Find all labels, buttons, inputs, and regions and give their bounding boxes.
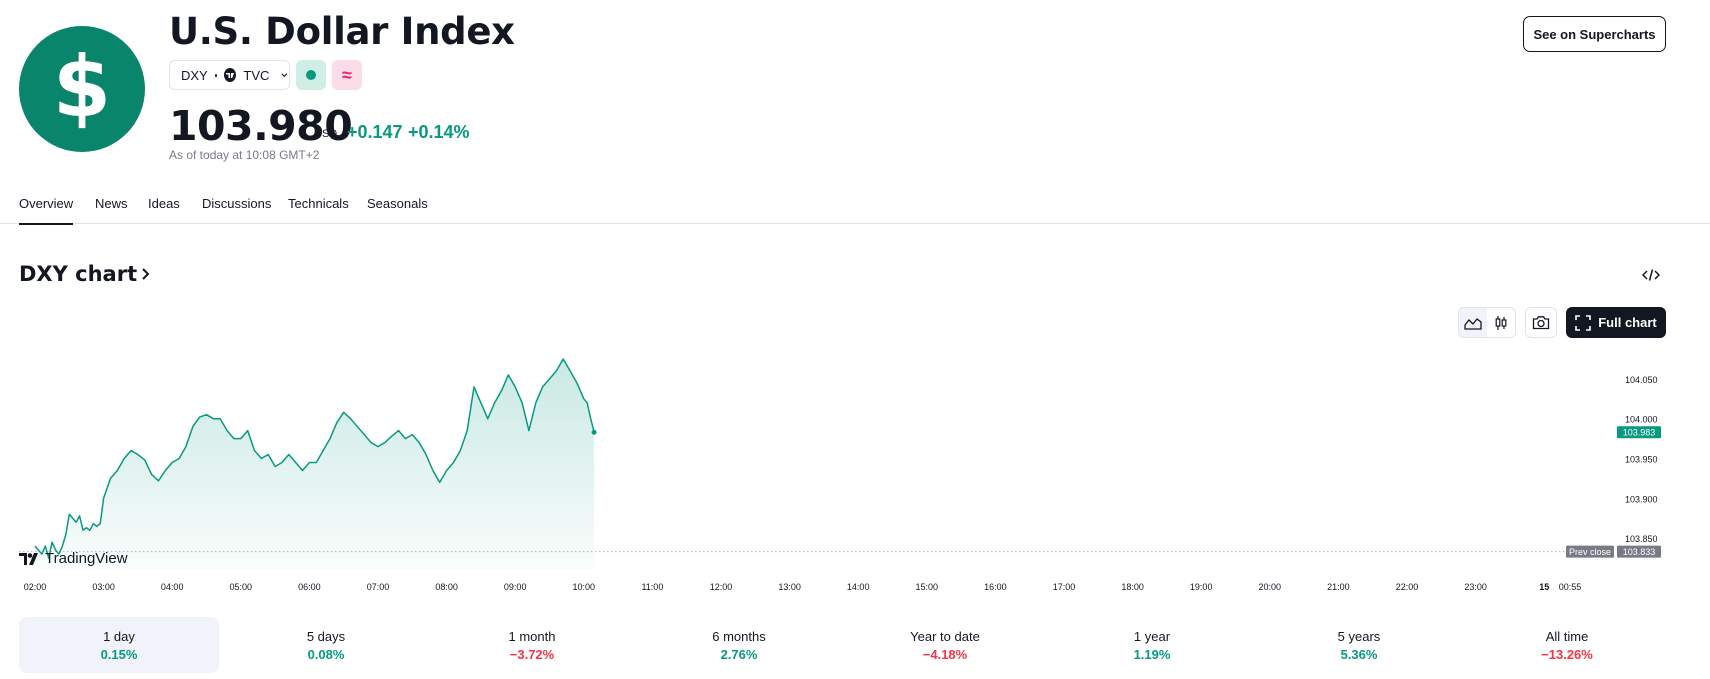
area-chart-icon — [1464, 317, 1482, 330]
tab-bar: Overview News Ideas Discussions Technica… — [0, 196, 1710, 225]
period-selector: 1 day 0.15% 5 days 0.08% 1 month −3.72% … — [19, 617, 1667, 673]
tab-overview[interactable]: Overview — [19, 196, 74, 225]
x-tick-label: 05:00 — [230, 582, 253, 592]
y-tick-label: 103.900 — [1625, 494, 1658, 504]
separator-dot — [214, 73, 218, 77]
x-tick-label: 12:00 — [710, 582, 733, 592]
x-tick-label: 07:00 — [367, 582, 390, 592]
area-style-button[interactable] — [1459, 308, 1487, 337]
see-on-supercharts-button[interactable]: See on Supercharts — [1523, 16, 1666, 52]
full-chart-label: Full chart — [1598, 315, 1657, 330]
x-tick-label: 18:00 — [1121, 582, 1144, 592]
y-tick-label: 104.000 — [1625, 415, 1658, 425]
x-tick-label: 13:00 — [778, 582, 801, 592]
period-6-months[interactable]: 6 months 2.76% — [712, 629, 766, 662]
market-status-badge[interactable] — [296, 60, 326, 90]
period-1-month[interactable]: 1 month −3.72% — [508, 629, 556, 662]
period-1-year[interactable]: 1 year 1.19% — [1133, 629, 1171, 662]
tab-discussions[interactable]: Discussions — [202, 196, 272, 211]
x-tick-label: 06:00 — [298, 582, 321, 592]
watermark-text: TradingView — [45, 550, 128, 567]
price-area-fill — [35, 359, 595, 570]
x-tick-label: 03:00 — [92, 582, 115, 592]
y-tick-label: 103.850 — [1625, 534, 1658, 544]
tab-news[interactable]: News — [95, 196, 128, 211]
as-of-timestamp: As of today at 10:08 GMT+2 — [169, 148, 320, 162]
tradingview-logo-icon — [19, 552, 38, 565]
tab-ideas[interactable]: Ideas — [148, 196, 180, 211]
x-tick-label: 19:00 — [1190, 582, 1213, 592]
tvc-logo-icon — [224, 68, 237, 82]
wave-badge[interactable]: ≈ — [332, 60, 362, 90]
tab-technicals[interactable]: Technicals — [288, 196, 349, 211]
fullscreen-icon — [1575, 314, 1592, 331]
dollar-logo: $ — [19, 26, 145, 152]
prev-close-label: Prev close — [1569, 547, 1611, 557]
period-all-time[interactable]: All time −13.26% — [1541, 629, 1593, 662]
snapshot-button[interactable] — [1525, 307, 1557, 338]
chart-title-text: DXY chart — [19, 262, 138, 286]
currency-label: USD — [314, 128, 338, 140]
x-tick-label: 09:00 — [504, 582, 527, 592]
prev-close-value: 103.833 — [1623, 547, 1656, 557]
price-change-percent: +0.14% — [408, 122, 470, 142]
svg-text:$: $ — [53, 38, 111, 136]
exchange-label: TVC — [243, 67, 270, 83]
period-5-days[interactable]: 5 days 0.08% — [306, 629, 346, 662]
x-tick-label: 20:00 — [1259, 582, 1282, 592]
x-tick-label: 16:00 — [984, 582, 1007, 592]
chart-title-link[interactable]: DXY chart — [19, 262, 152, 286]
x-tick-label: 14:00 — [847, 582, 870, 592]
y-tick-label: 104.050 — [1625, 375, 1658, 385]
prev-close-tag — [1566, 545, 1614, 558]
price-chart[interactable]: 104.050 104.000 103.950 103.900 103.850 103.9… — [0, 340, 1710, 600]
price-series-line — [34, 358, 595, 559]
symbol-label: DXY — [181, 67, 208, 83]
x-tick-label: 02:00 — [24, 582, 47, 592]
price-change-absolute: +0.147 — [347, 122, 403, 142]
market-open-dot-icon — [306, 70, 316, 80]
price-value: 103.980 — [169, 102, 353, 150]
page-title: U.S. Dollar Index — [169, 10, 515, 53]
x-tick-label: 08:00 — [435, 582, 458, 592]
prev-close-value-tag — [1617, 545, 1661, 558]
period-1-day[interactable]: 1 day 0.15% — [19, 617, 219, 673]
x-tick-label: 17:00 — [1053, 582, 1076, 592]
tradingview-watermark: TradingView — [19, 550, 128, 567]
x-tick-label: 15 — [1539, 582, 1549, 592]
x-tick-label: 11:00 — [641, 582, 663, 592]
x-tick-label: 15:00 — [916, 582, 939, 592]
current-price-label: 103.983 — [1623, 428, 1656, 438]
x-tick-label: 23:00 — [1464, 582, 1487, 592]
embed-code-icon[interactable] — [1640, 264, 1662, 286]
chart-style-toggle — [1458, 307, 1516, 338]
tab-seasonals[interactable]: Seasonals — [367, 196, 428, 211]
x-tick-label: 00:55 — [1559, 582, 1582, 592]
dollar-icon: $ — [53, 38, 111, 136]
x-tick-label: 21:00 — [1327, 582, 1350, 592]
candles-icon — [1495, 315, 1507, 330]
current-price-tag — [1617, 426, 1661, 439]
camera-icon — [1532, 316, 1550, 330]
chevron-down-icon — [281, 73, 288, 78]
chevron-right-icon — [142, 268, 150, 280]
candle-style-button[interactable] — [1487, 308, 1515, 337]
y-tick-label: 103.950 — [1625, 455, 1658, 465]
last-price-point — [591, 429, 597, 435]
period-year-to-date[interactable]: Year to date −4.18% — [910, 629, 980, 662]
x-tick-label: 10:00 — [573, 582, 596, 592]
full-chart-button[interactable]: Full chart — [1566, 307, 1666, 338]
period-5-years[interactable]: 5 years 5.36% — [1337, 629, 1381, 662]
x-tick-label: 22:00 — [1396, 582, 1419, 592]
x-tick-label: 04:00 — [161, 582, 184, 592]
symbol-selector[interactable]: DXY TVC — [169, 60, 290, 90]
